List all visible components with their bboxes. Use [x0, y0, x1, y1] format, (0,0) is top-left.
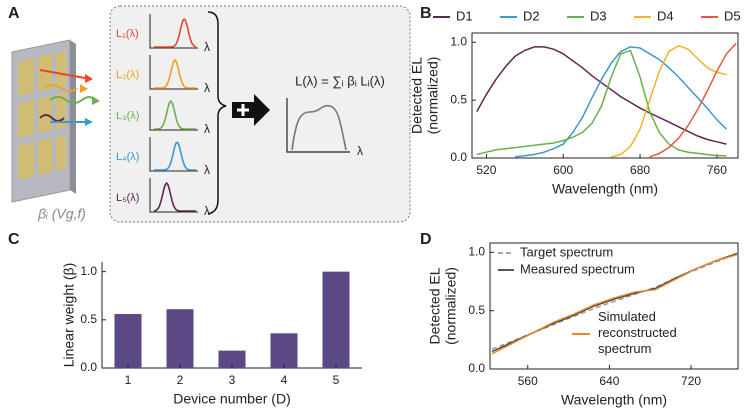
panel-label: C — [8, 231, 20, 248]
y-tick-label: 0.0 — [80, 360, 97, 374]
legend-label: D1 — [456, 8, 473, 23]
panel-label: B — [420, 5, 432, 22]
legend-label: Simulated reconstructed spectrum — [598, 309, 677, 356]
y-tick-label: 0.0 — [468, 361, 485, 375]
component-curve — [154, 18, 197, 48]
bar — [114, 314, 142, 368]
x-tick-label: 720 — [681, 374, 701, 388]
x-tick-label: 680 — [630, 163, 650, 177]
mini-axes — [149, 137, 198, 172]
component-label: L₄(λ) — [116, 151, 139, 163]
device-array — [11, 39, 100, 203]
component-label: L₃(λ) — [116, 110, 139, 122]
axis-label: λ — [204, 163, 210, 177]
brace — [207, 11, 227, 215]
series-line — [649, 42, 737, 158]
x-tick-label: 4 — [281, 373, 288, 387]
panel-label: D — [420, 231, 432, 248]
component-curve — [154, 58, 196, 89]
y-axis-label: (normalized) — [425, 57, 441, 135]
x-tick-label: 560 — [518, 374, 538, 388]
component-curve — [153, 181, 196, 212]
legend-label: D3 — [590, 8, 607, 23]
component-curve — [154, 141, 196, 171]
y-tick-label: 0.5 — [468, 303, 485, 317]
sum-arrow — [232, 94, 270, 126]
x-axis-label: Wavelength (nm) — [552, 181, 658, 197]
component-label: L₅(λ) — [116, 192, 139, 204]
x-tick-label: 760 — [707, 163, 727, 177]
mini-axes — [149, 14, 198, 49]
y-axis-label: Detected EL — [409, 57, 425, 134]
component-label: L₁(λ) — [116, 28, 139, 40]
legend-label: D2 — [523, 8, 540, 23]
weight-label: βᵢ (Vg,f) — [37, 206, 86, 222]
x-axis-label: Wavelength (nm) — [561, 392, 667, 408]
x-tick-label: 5 — [333, 373, 340, 387]
panel-label: A — [8, 5, 20, 22]
bar — [166, 309, 194, 368]
y-tick-label: 0.0 — [450, 150, 467, 164]
series-line — [515, 46, 728, 158]
x-tick-label: 520 — [476, 163, 496, 177]
component-label: L₂(λ) — [116, 69, 139, 81]
axis-label: λ — [204, 40, 210, 54]
x-tick-label: 600 — [553, 163, 573, 177]
formula: L(λ) = ∑ᵢ βᵢ Lᵢ(λ) — [295, 73, 385, 88]
y-tick-label: 0.5 — [450, 92, 467, 106]
y-tick-label: 1.0 — [450, 34, 467, 48]
y-tick-label: 1.0 — [80, 264, 97, 278]
mini-axes — [149, 96, 198, 131]
legend-label: D4 — [657, 8, 674, 23]
x-tick-label: 3 — [229, 373, 236, 387]
y-axis-label: Linear weight (β) — [61, 263, 77, 368]
y-tick-label: 0.5 — [80, 312, 97, 326]
y-axis-label: Detected EL — [427, 267, 443, 344]
bar — [322, 271, 350, 368]
axis-label: λ — [204, 204, 210, 218]
mini-axes — [149, 178, 198, 213]
x-tick-label: 2 — [177, 373, 184, 387]
bar — [270, 333, 298, 368]
axis-label: λ — [357, 144, 363, 158]
series-line — [476, 46, 727, 145]
series-line — [476, 49, 727, 157]
axis-label: λ — [204, 81, 210, 95]
sum-plot — [286, 98, 350, 153]
component-curve — [154, 99, 196, 130]
legend-label: Target spectrum — [520, 244, 613, 259]
x-tick-label: 640 — [599, 374, 619, 388]
axis-label: λ — [204, 122, 210, 136]
bar — [218, 350, 246, 368]
x-axis-label: Device number (D) — [173, 391, 290, 407]
x-tick-label: 1 — [125, 373, 132, 387]
legend-label: Measured spectrum — [520, 261, 635, 276]
y-axis-label: (normalized) — [443, 267, 459, 345]
series-line — [611, 44, 727, 158]
series-line — [491, 253, 738, 355]
plot-frame — [471, 32, 739, 159]
mini-axes — [149, 55, 198, 90]
legend-label: D5 — [724, 8, 741, 23]
plot-frame — [489, 242, 739, 370]
y-tick-label: 1.0 — [468, 245, 485, 259]
